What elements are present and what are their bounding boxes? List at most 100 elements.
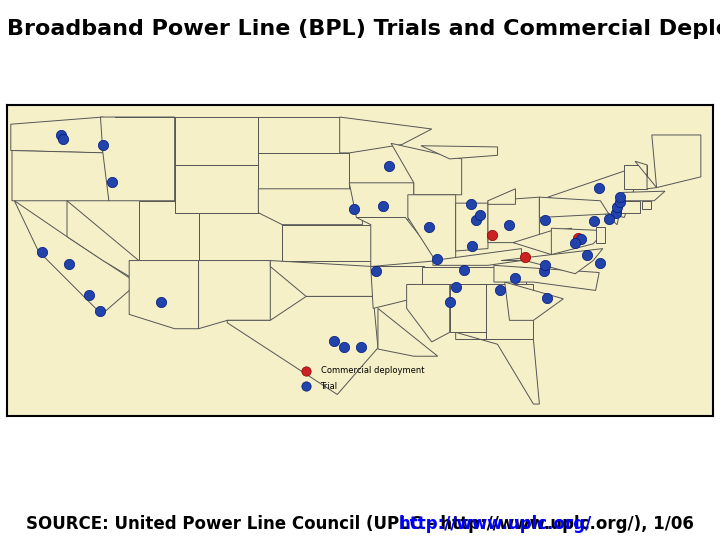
Polygon shape (356, 218, 439, 267)
Point (486, 231, 498, 240)
Polygon shape (114, 117, 258, 165)
Polygon shape (513, 228, 572, 254)
Point (156, 298, 167, 307)
Point (595, 259, 606, 267)
Polygon shape (422, 267, 526, 285)
Point (539, 261, 551, 269)
Polygon shape (391, 143, 462, 195)
Point (572, 233, 583, 242)
Polygon shape (494, 265, 599, 291)
Polygon shape (456, 203, 488, 251)
Point (444, 298, 456, 307)
Polygon shape (456, 332, 539, 404)
Polygon shape (598, 208, 618, 225)
Point (474, 211, 485, 219)
Text: Commercial deployment: Commercial deployment (320, 366, 424, 375)
Text: Trial: Trial (320, 382, 338, 390)
Point (504, 220, 516, 229)
Point (519, 253, 531, 261)
Point (95, 307, 107, 315)
Polygon shape (258, 117, 340, 153)
Text: Broadband Power Line (BPL) Trials and Commercial Deployments: Broadband Power Line (BPL) Trials and Co… (7, 19, 720, 39)
Polygon shape (408, 195, 456, 260)
Polygon shape (548, 165, 642, 218)
Polygon shape (635, 161, 657, 189)
Point (107, 177, 118, 186)
Polygon shape (11, 117, 103, 153)
Point (423, 222, 435, 231)
Point (465, 200, 477, 208)
Polygon shape (407, 285, 450, 342)
Polygon shape (258, 189, 362, 225)
Polygon shape (623, 191, 665, 201)
Polygon shape (139, 201, 199, 260)
Polygon shape (12, 151, 109, 201)
Polygon shape (488, 189, 516, 204)
Polygon shape (228, 296, 378, 395)
Point (582, 250, 593, 259)
Polygon shape (270, 260, 373, 296)
Polygon shape (199, 213, 282, 260)
Point (348, 205, 360, 213)
Polygon shape (450, 285, 485, 332)
Text: http://www.uplc.org/: http://www.uplc.org/ (399, 515, 592, 533)
Point (470, 215, 482, 224)
Polygon shape (199, 260, 270, 329)
Point (328, 336, 339, 345)
Polygon shape (14, 201, 138, 314)
Polygon shape (175, 165, 258, 213)
Polygon shape (595, 227, 606, 242)
Point (613, 198, 625, 206)
Text: SOURCE: United Power Line Council (UPLC - http://www.uplc.org/), 1/06: SOURCE: United Power Line Council (UPLC … (26, 515, 694, 533)
Point (431, 255, 442, 264)
Point (603, 214, 614, 223)
Point (450, 282, 462, 291)
Point (356, 342, 367, 351)
Point (611, 202, 623, 211)
Point (589, 217, 600, 225)
Point (510, 274, 521, 283)
Point (338, 342, 350, 351)
Polygon shape (488, 197, 539, 242)
Point (377, 201, 389, 210)
Polygon shape (340, 117, 432, 153)
Polygon shape (67, 201, 139, 282)
Point (610, 208, 621, 217)
Point (539, 267, 550, 275)
Polygon shape (433, 248, 521, 265)
Point (55, 131, 67, 139)
Point (467, 242, 478, 251)
Point (575, 235, 587, 244)
Polygon shape (101, 117, 175, 201)
Polygon shape (258, 153, 349, 189)
Point (83, 291, 94, 300)
Polygon shape (282, 225, 371, 260)
Polygon shape (129, 260, 199, 329)
Polygon shape (652, 135, 701, 187)
Polygon shape (349, 183, 414, 220)
Polygon shape (371, 267, 425, 308)
Point (36, 248, 48, 256)
Point (300, 382, 312, 390)
Polygon shape (421, 146, 498, 159)
Polygon shape (378, 308, 438, 356)
Polygon shape (485, 285, 534, 340)
Polygon shape (621, 201, 640, 213)
Point (300, 366, 312, 375)
Point (97, 140, 109, 149)
Point (494, 286, 505, 295)
Point (383, 162, 395, 171)
Polygon shape (505, 282, 563, 320)
Point (63, 260, 75, 268)
Polygon shape (501, 248, 603, 274)
Polygon shape (539, 197, 608, 218)
Point (593, 183, 605, 192)
Point (570, 238, 581, 247)
Point (541, 293, 552, 302)
Point (370, 267, 382, 275)
Point (613, 193, 625, 201)
Point (58, 134, 69, 143)
Polygon shape (642, 201, 651, 209)
Point (539, 215, 551, 224)
Polygon shape (624, 165, 647, 189)
